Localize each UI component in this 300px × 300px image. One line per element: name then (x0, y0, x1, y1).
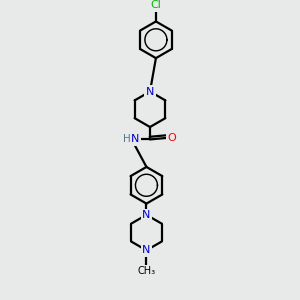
Text: N: N (146, 86, 154, 97)
Text: Cl: Cl (151, 0, 161, 10)
Text: CH₃: CH₃ (137, 266, 155, 276)
Text: H: H (123, 134, 131, 144)
Text: N: N (131, 134, 140, 144)
Text: N: N (142, 245, 151, 255)
Text: N: N (142, 210, 151, 220)
Text: O: O (168, 133, 177, 143)
